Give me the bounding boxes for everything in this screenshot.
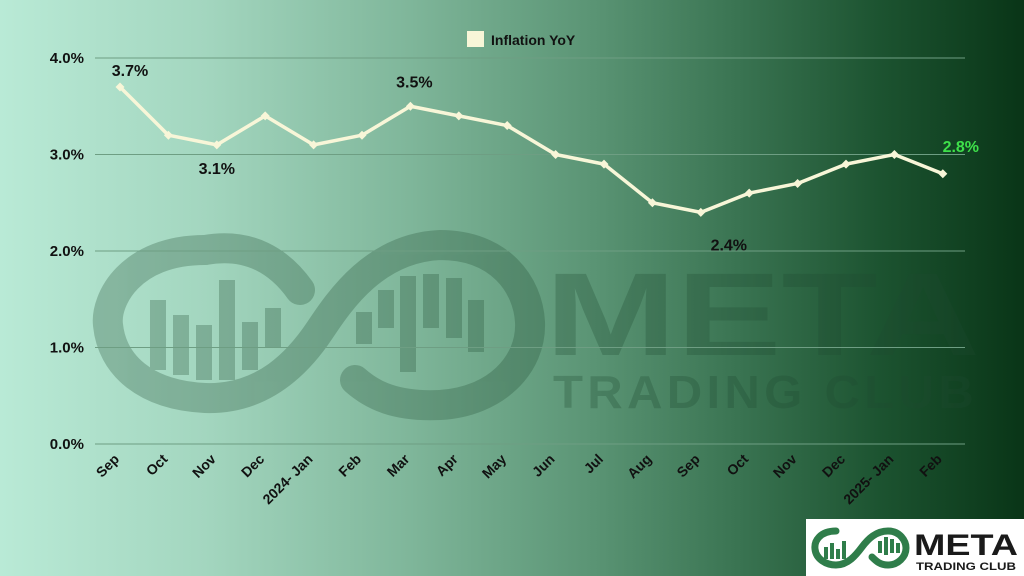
x-tick-label: 2025- Jan: [840, 451, 896, 507]
data-label: 2.8%: [943, 139, 979, 156]
data-labels: 3.7% 3.1% 3.5% 2.4% 2.8%: [112, 63, 979, 254]
watermark-brand-big: META: [545, 249, 980, 381]
x-tick-label: Mar: [384, 450, 413, 479]
data-point: [889, 150, 899, 159]
x-tick-label: Jun: [529, 451, 558, 480]
y-tick-label: 1.0%: [50, 340, 84, 357]
watermark-brand-small: TRADING CLUB: [553, 366, 978, 418]
meta-logo-icon: META TRADING CLUB: [811, 527, 1018, 573]
y-tick-label: 3.0%: [50, 147, 84, 164]
logo-brand-small: TRADING CLUB: [916, 561, 1016, 573]
legend-label: Inflation YoY: [491, 32, 576, 48]
x-tick-label: Dec: [819, 451, 849, 481]
data-point: [260, 111, 270, 121]
x-tick-label: Sep: [93, 451, 122, 480]
data-point: [405, 101, 415, 111]
x-tick-label: Aug: [624, 451, 655, 482]
x-tick-label: Feb: [916, 451, 945, 480]
data-point: [454, 111, 464, 121]
y-axis-ticks: 0.0% 1.0% 2.0% 3.0% 4.0%: [50, 50, 84, 453]
y-tick-label: 0.0%: [50, 436, 84, 453]
data-point: [551, 150, 561, 159]
x-tick-label: Sep: [673, 451, 702, 480]
legend: Inflation YoY: [467, 31, 576, 48]
x-tick-label: 2024- Jan: [259, 451, 315, 507]
logo-brand-big: META: [914, 529, 1018, 562]
x-tick-label: Apr: [433, 450, 462, 479]
x-tick-label: Feb: [335, 451, 364, 480]
data-point: [502, 121, 512, 131]
y-tick-label: 4.0%: [50, 50, 84, 67]
data-point: [163, 130, 173, 140]
data-label: 3.5%: [396, 74, 432, 91]
x-tick-label: May: [479, 451, 510, 482]
x-tick-label: Oct: [143, 451, 171, 479]
x-tick-label: Jul: [580, 451, 606, 477]
data-point: [841, 159, 851, 169]
data-point: [744, 188, 754, 198]
data-point: [309, 140, 319, 150]
legend-swatch: [467, 31, 484, 47]
series-inflation-yoy: [115, 82, 948, 217]
data-point: [357, 130, 367, 140]
x-tick-label: Oct: [724, 451, 752, 479]
x-tick-label: Nov: [189, 451, 219, 481]
data-point: [115, 82, 125, 92]
data-point: [938, 169, 948, 179]
data-point: [599, 159, 609, 169]
series-line: [118, 85, 944, 215]
data-label: 2.4%: [711, 237, 747, 254]
gridlines: [95, 57, 965, 445]
data-point: [793, 178, 803, 188]
meta-logo-badge: META TRADING CLUB: [806, 519, 1024, 576]
x-tick-label: Dec: [238, 451, 268, 481]
data-point: [696, 207, 706, 217]
data-label: 3.1%: [199, 161, 235, 178]
data-point: [647, 198, 657, 208]
x-tick-label: Nov: [770, 451, 800, 481]
y-tick-label: 2.0%: [50, 243, 84, 260]
data-label: 3.7%: [112, 63, 148, 80]
data-point: [212, 140, 222, 150]
